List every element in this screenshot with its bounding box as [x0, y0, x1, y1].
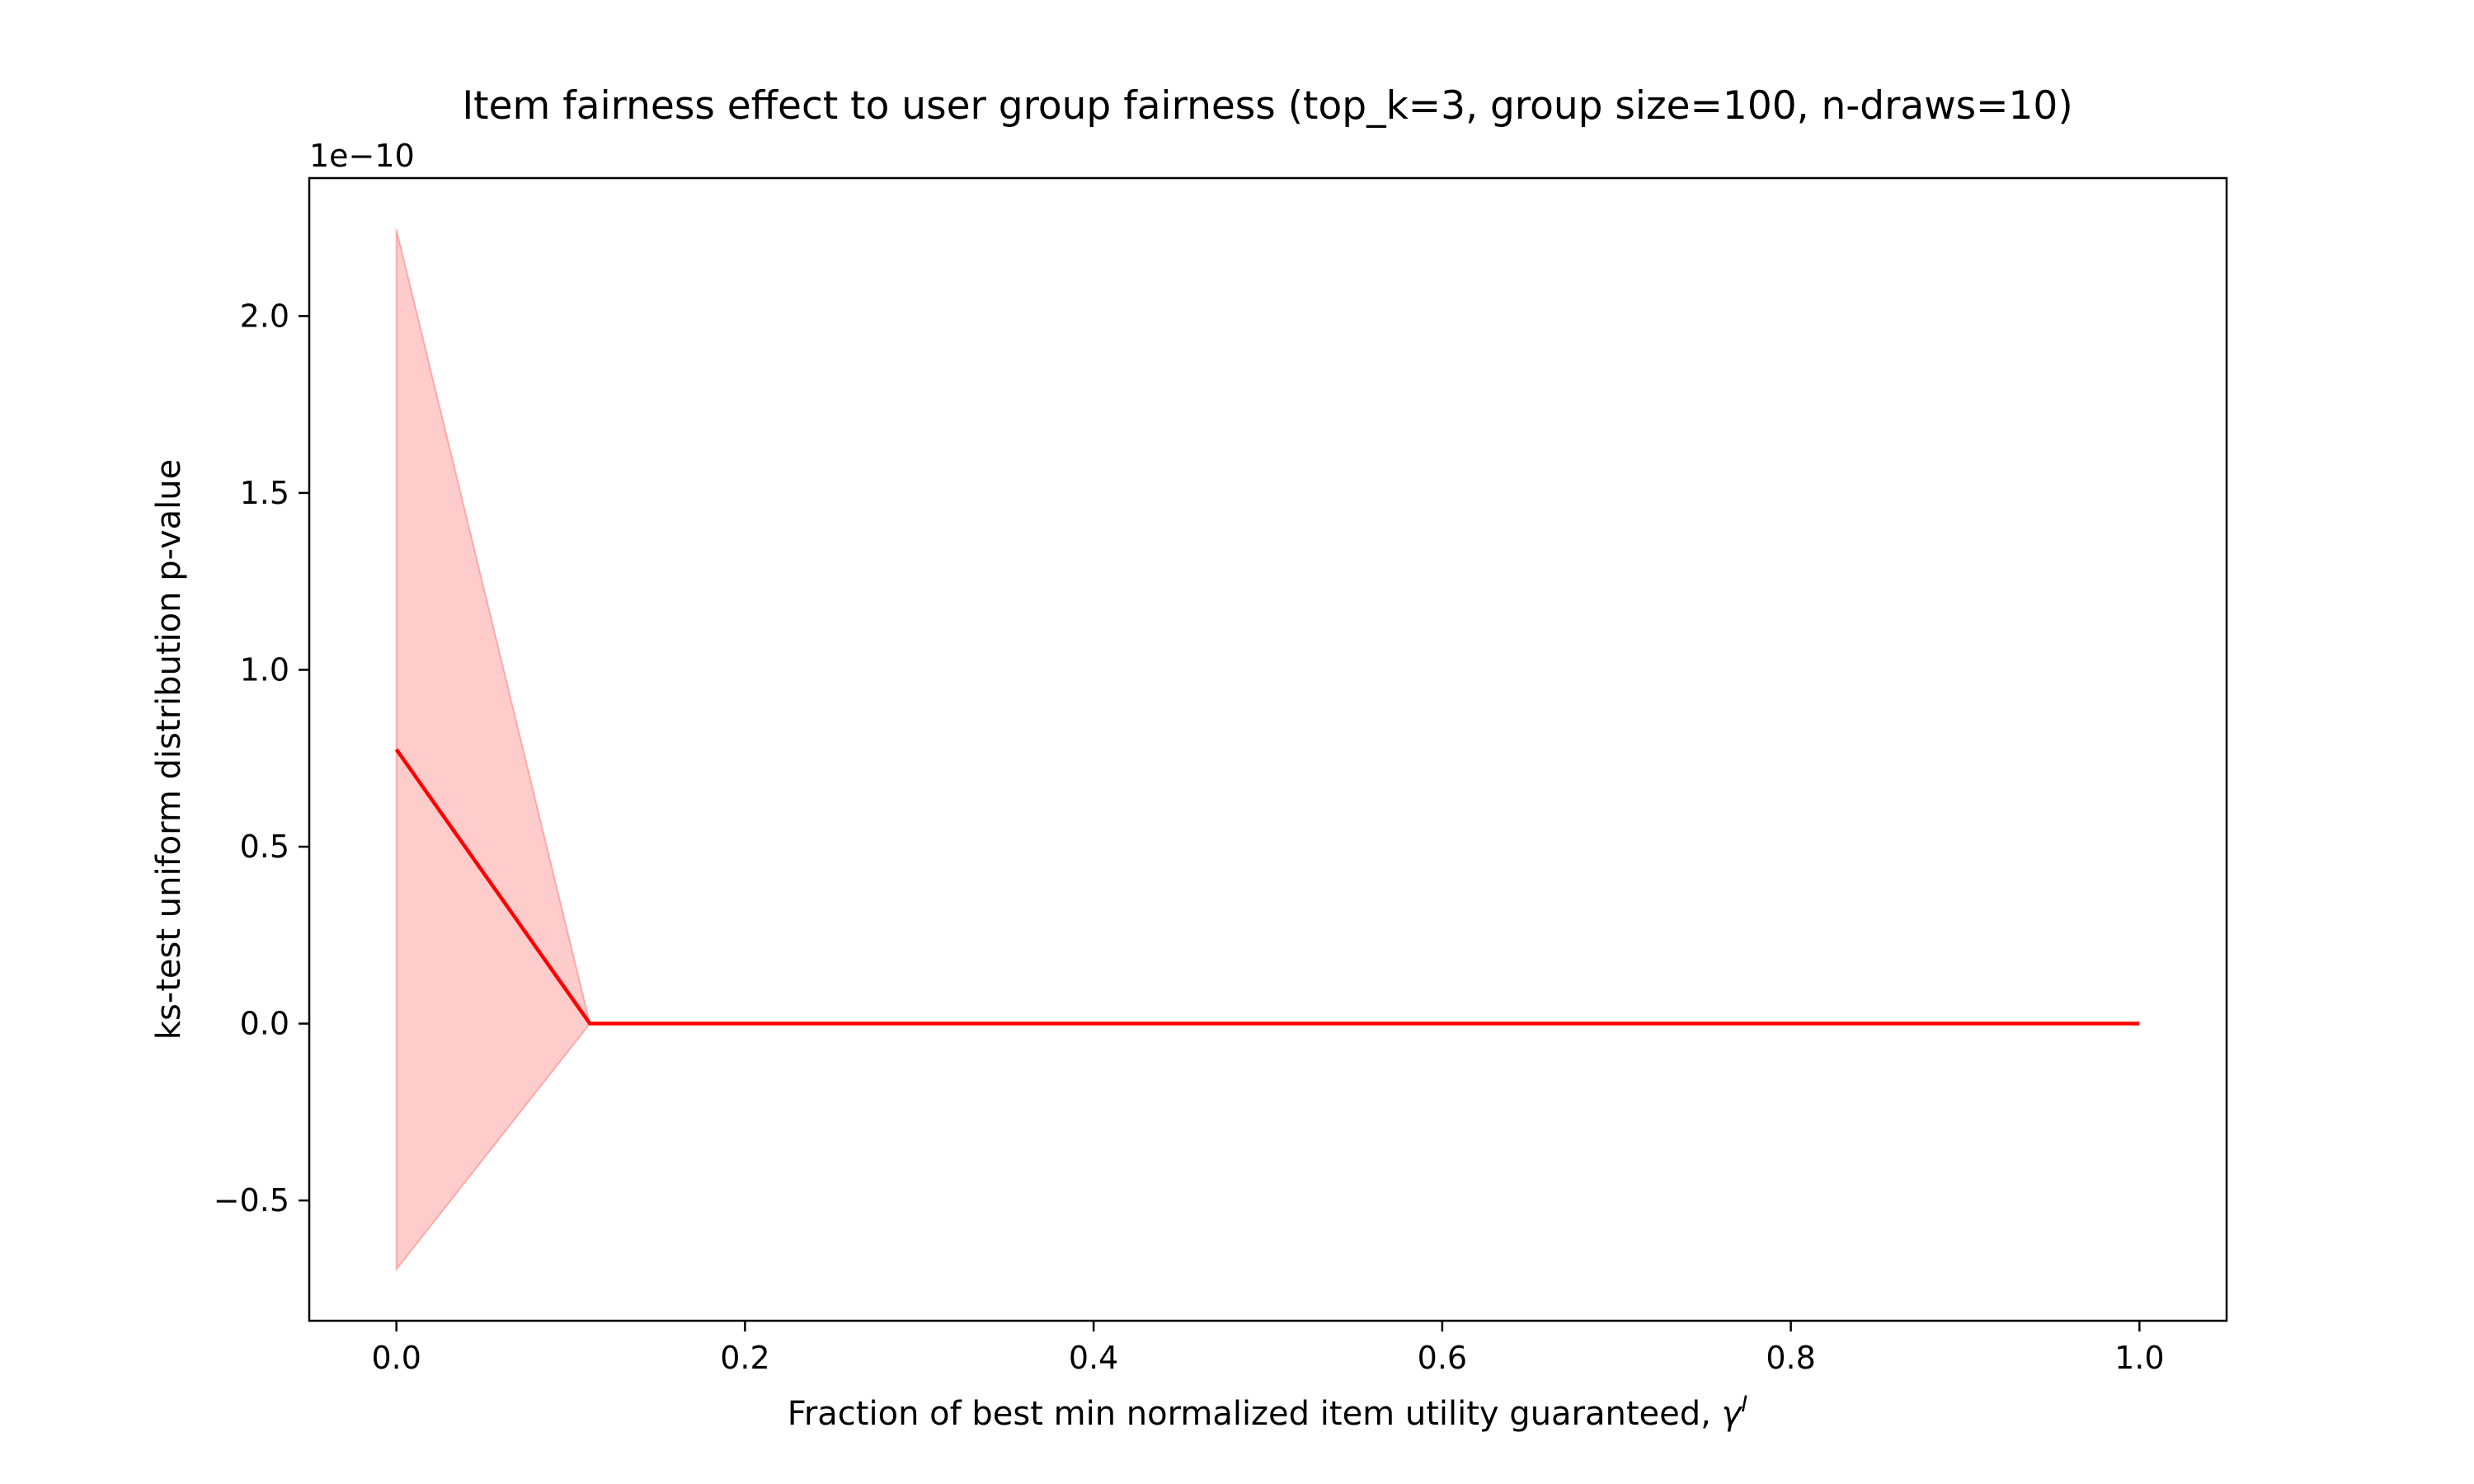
- x-tick-label: 0.6: [1418, 1340, 1467, 1376]
- x-axis-label: Fraction of best min normalized item uti…: [788, 1392, 1748, 1433]
- x-axis-label-text: Fraction of best min normalized item uti…: [788, 1395, 1722, 1433]
- x-axis-label-symbol: γ: [1722, 1395, 1743, 1433]
- x-tick-label: 0.0: [371, 1340, 421, 1376]
- y-tick-label: 1.5: [240, 475, 289, 511]
- y-offset-text: 1e−10: [309, 138, 415, 174]
- x-tick-label: 0.8: [1766, 1340, 1815, 1376]
- chart-title: Item fairness effect to user group fairn…: [462, 83, 2072, 129]
- series-line-0: [394, 748, 2140, 1026]
- y-axis: −0.5 0.0 0.5 1.0 1.5 2.0: [214, 298, 309, 1219]
- x-tick-label: 1.0: [2114, 1340, 2164, 1376]
- y-tick-label: 0.5: [240, 829, 289, 865]
- plot-area: [394, 228, 2140, 1272]
- x-axis-label-superscript: I: [1741, 1392, 1747, 1417]
- x-tick-label: 0.2: [720, 1340, 769, 1376]
- y-tick-label: −0.5: [214, 1182, 289, 1219]
- y-axis-label: ks-test uniform distribution p-value: [150, 459, 188, 1040]
- axes-frame: [308, 176, 2228, 1322]
- y-tick-label: 0.0: [240, 1006, 289, 1042]
- y-tick-label: 1.0: [240, 651, 289, 688]
- y-tick-label: 2.0: [240, 298, 289, 334]
- x-tick-label: 0.4: [1069, 1340, 1118, 1376]
- x-axis: 0.0 0.2 0.4 0.6 0.8 1.0: [371, 1321, 2165, 1376]
